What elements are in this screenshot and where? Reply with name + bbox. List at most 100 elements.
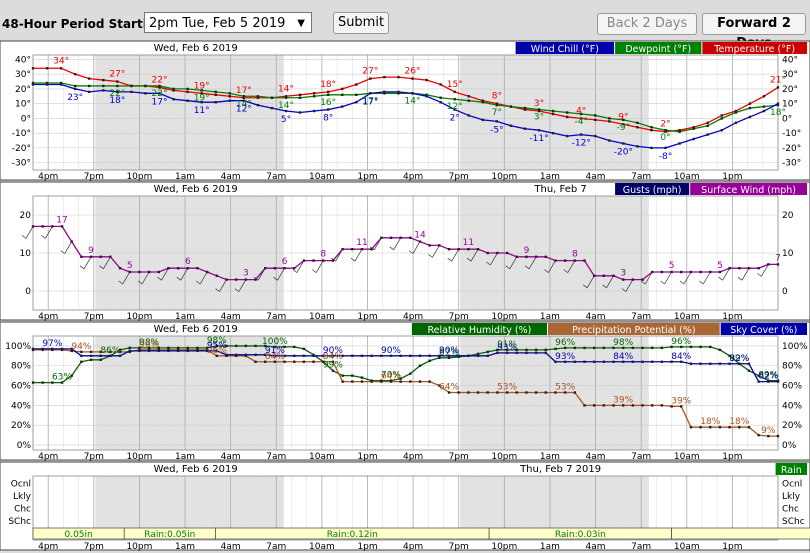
data-label: 89% (758, 371, 778, 381)
series-point (138, 349, 141, 353)
x-tick-label: 1am (540, 542, 560, 552)
data-label: 70% (381, 371, 401, 381)
series-point (523, 106, 527, 110)
series-point (680, 270, 683, 274)
legend-swatch (615, 183, 690, 195)
series-point (31, 81, 35, 85)
date-label: Wed, Feb 6 2019 (154, 184, 238, 195)
series-point (411, 77, 414, 80)
y-tick-label-right: -10° (782, 129, 801, 139)
series-point (641, 360, 644, 363)
data-label: 22° (152, 89, 168, 99)
series-point (537, 109, 541, 113)
series-point (144, 92, 147, 95)
series-point (631, 404, 635, 407)
submit-button[interactable]: Submit (333, 12, 389, 34)
y-tick-label-right: Lkly (782, 492, 801, 502)
series-point (486, 354, 489, 358)
wind-barb (470, 249, 479, 262)
data-label: 7 (775, 253, 781, 263)
series-point (138, 270, 141, 274)
series-point (651, 346, 654, 350)
series-point (496, 351, 499, 355)
x-tick-label: 7am (266, 172, 286, 182)
data-label: 5° (281, 115, 291, 125)
series-point (748, 115, 752, 119)
series-point (128, 349, 131, 353)
series-point (738, 267, 741, 270)
series-point (370, 248, 373, 251)
y-tick-label: 20 (20, 211, 32, 221)
x-tick-label: 7pm (449, 312, 469, 322)
x-tick-label: 10pm (126, 542, 152, 552)
series-point (302, 360, 306, 363)
series-point (360, 376, 364, 379)
series-point (284, 109, 288, 113)
legend-swatch (411, 323, 547, 335)
legend-swatch (702, 42, 807, 54)
series-point (380, 236, 383, 239)
y-tick-label: -30° (12, 159, 31, 169)
wind-barb (292, 269, 298, 273)
wind-barb (548, 260, 556, 273)
series-point (592, 360, 596, 363)
back-2-days-button[interactable]: Back 2 Days (597, 13, 697, 35)
series-point (254, 344, 257, 348)
legend-label: Precipitation Potential (%) (572, 325, 695, 336)
series-point (214, 90, 217, 94)
wind-barb (335, 249, 343, 262)
series-point (689, 362, 693, 365)
series-point (621, 278, 625, 281)
series-point (621, 346, 625, 350)
series-point (88, 77, 91, 80)
series-point (467, 391, 470, 394)
series-point (45, 67, 49, 70)
series-point (326, 90, 330, 94)
series-point (59, 83, 63, 86)
wind-barb (528, 256, 537, 269)
period-select[interactable]: 2pm Tue, Feb 5 2019 ▼ (144, 12, 312, 33)
data-label: 14 (414, 231, 426, 241)
series-point (515, 391, 518, 394)
series-point (284, 96, 288, 99)
series-point (718, 362, 722, 365)
x-tick-label: 4pm (38, 172, 58, 182)
series-point (523, 108, 527, 111)
data-label: 82% (758, 372, 778, 382)
data-label: 90% (381, 346, 401, 356)
series-point (157, 346, 160, 350)
wind-barb (354, 249, 363, 262)
series-point (312, 95, 316, 98)
y-tick-label: 0 (25, 287, 31, 297)
series-point (670, 405, 673, 408)
series-point (418, 364, 422, 367)
series-point (409, 354, 412, 358)
series-point (116, 84, 119, 88)
y-tick-label: Lkly (13, 492, 32, 502)
y-tick-label: 10° (15, 100, 31, 110)
wind-barb (393, 237, 401, 250)
data-label: 0° (660, 133, 670, 143)
series-point (172, 89, 175, 92)
data-label: -5° (490, 125, 503, 135)
x-tick-label: 10am (674, 542, 700, 552)
series-point (534, 391, 538, 394)
series-point (631, 278, 635, 281)
series-point (580, 112, 583, 116)
y-tick-label: 40° (15, 55, 31, 65)
series-point (118, 348, 122, 352)
series-point (612, 404, 615, 407)
series-point (692, 127, 695, 130)
series-point (322, 360, 325, 363)
wind-barb (79, 265, 85, 270)
data-label: 98% (139, 338, 159, 348)
wind-barb (122, 271, 131, 285)
wind-barb (621, 288, 627, 292)
data-label: 86% (100, 346, 120, 356)
legend-swatch (720, 323, 807, 335)
series-point (228, 99, 231, 102)
data-label: -20° (614, 147, 633, 157)
series-point (680, 360, 683, 363)
series-point (102, 78, 105, 82)
data-label: 11 (463, 238, 474, 248)
